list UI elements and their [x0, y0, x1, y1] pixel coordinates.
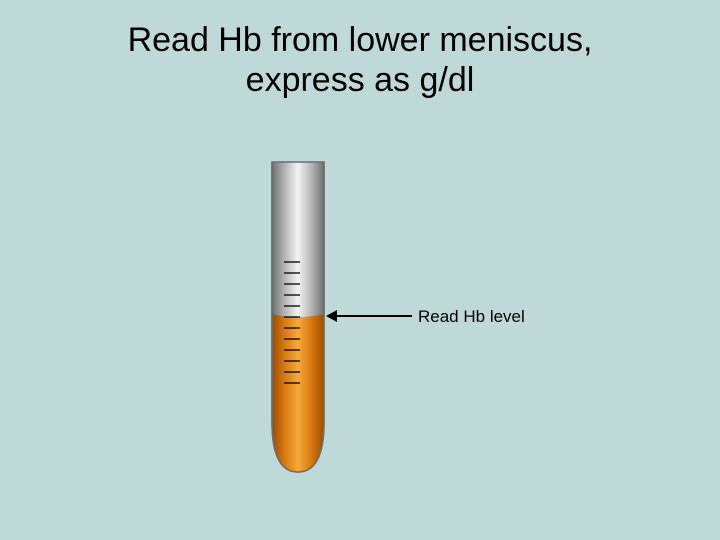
- read-hb-level-label: Read Hb level: [418, 307, 525, 327]
- tube-graphic: [270, 160, 326, 474]
- annotation-arrow-line: [334, 315, 412, 317]
- title-line-2: express as g/dl: [0, 60, 720, 100]
- annotation-arrow-head: [326, 310, 337, 322]
- hb-tube: [270, 160, 326, 479]
- title-line-1: Read Hb from lower meniscus,: [0, 20, 720, 60]
- page-title: Read Hb from lower meniscus, express as …: [0, 20, 720, 100]
